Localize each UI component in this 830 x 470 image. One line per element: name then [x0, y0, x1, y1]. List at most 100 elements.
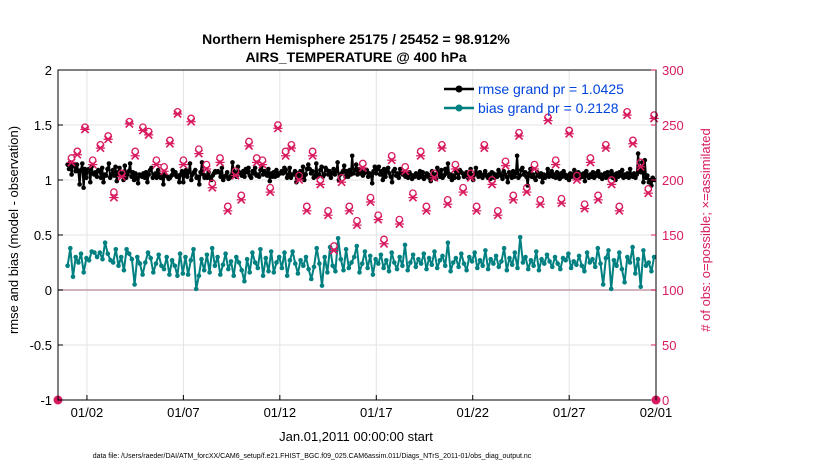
bias-point — [416, 256, 421, 262]
rmse-point — [117, 165, 122, 171]
obs-assimilated-marker — [479, 143, 489, 153]
x-axis: 01/02 01/07 01/12 01/17 01/22 01/27 02/01 — [71, 395, 672, 420]
bias-point — [467, 254, 472, 260]
bias-point — [472, 250, 478, 255]
rmse-point — [142, 175, 148, 181]
bias-point — [571, 259, 576, 264]
rmse-point — [444, 171, 449, 176]
bias-point — [534, 249, 539, 254]
rmse-point — [634, 172, 640, 177]
rmse-point — [319, 164, 324, 170]
bias-point — [354, 243, 360, 249]
obs-possible-marker — [395, 215, 404, 224]
obs-assimilated-marker — [66, 158, 77, 167]
bias-point — [306, 266, 311, 272]
rmse-point — [195, 174, 201, 179]
obs-possible-marker — [509, 191, 518, 200]
obs-possible-marker — [594, 191, 602, 200]
rmse-point — [322, 172, 327, 177]
bias-point — [129, 256, 135, 262]
bias-point — [218, 272, 223, 277]
obs-assimilated-marker — [416, 151, 426, 160]
obs-assimilated-marker — [535, 200, 545, 209]
bias-point — [456, 264, 461, 270]
y-axis-left: -1 -0.5 0 0.5 1 1.5 2 — [30, 63, 63, 408]
rmse-point — [368, 172, 374, 177]
rmse-point — [248, 175, 254, 181]
rmse-point — [584, 168, 589, 174]
bias-point — [483, 248, 488, 253]
bias-point — [381, 265, 386, 271]
obs-assimilated-marker — [564, 129, 574, 138]
bias-point — [279, 265, 285, 271]
tick-label-right: 300 — [662, 63, 684, 78]
rmse-point — [316, 172, 322, 177]
rmse-point — [373, 171, 379, 176]
obs-possible-marker — [308, 147, 317, 156]
bias-point — [507, 255, 512, 261]
rmse-point — [310, 168, 315, 174]
bias-point — [630, 244, 635, 250]
bias-point — [346, 265, 352, 271]
rmse-point — [258, 167, 263, 173]
rmse-point — [126, 168, 132, 174]
rmse-point — [514, 153, 520, 159]
rmse-point — [388, 174, 394, 179]
bias-point — [544, 252, 550, 258]
obs-assimilated-marker — [622, 110, 632, 120]
rmse-point — [134, 175, 140, 181]
obs-assimilated-marker — [429, 173, 439, 182]
bias-point — [496, 264, 502, 270]
bias-point — [255, 265, 261, 271]
rmse-point — [452, 175, 457, 181]
bias-point — [432, 249, 437, 254]
obs-assimilated-marker — [421, 206, 432, 215]
bias-point — [65, 263, 70, 269]
bias-point — [78, 251, 84, 256]
rmse-point — [335, 160, 340, 165]
rmse-point — [187, 161, 193, 166]
rmse-point — [133, 171, 138, 176]
bias-point — [199, 256, 204, 262]
bias-point — [558, 266, 563, 272]
rmse-point — [149, 165, 154, 171]
bias-point — [606, 248, 611, 253]
bias-point — [159, 263, 164, 269]
rmse-point — [110, 167, 116, 173]
obs-possible-marker — [231, 167, 240, 176]
obs-assimilated-marker — [223, 206, 233, 215]
rmse-point — [443, 166, 448, 172]
observations-layer — [53, 107, 661, 405]
rmse-point — [98, 175, 104, 181]
tick-label-bottom: 01/12 — [264, 405, 297, 420]
rmse-point — [494, 174, 500, 179]
rmse-point — [78, 167, 84, 173]
chart-title-line-2: AIRS_TEMPERATURE @ 400 hPa — [245, 49, 466, 65]
rmse-point — [69, 172, 74, 177]
obs-possible-marker — [302, 202, 311, 211]
rmse-point — [84, 175, 89, 181]
bias-point — [517, 234, 523, 240]
rmse-point — [99, 165, 105, 171]
bias-point — [343, 247, 349, 252]
obs-assimilated-marker — [329, 246, 339, 255]
bias-point — [116, 263, 121, 269]
bias-point — [485, 266, 491, 272]
bias-point — [153, 261, 159, 266]
bias-point — [118, 254, 124, 260]
obs-assimilated-marker — [628, 139, 638, 148]
bias-point — [373, 256, 378, 262]
bias-point — [509, 262, 515, 268]
rmse-point — [129, 174, 134, 179]
rmse-point — [352, 167, 358, 173]
bias-point — [394, 266, 400, 272]
obs-possible-marker — [451, 160, 460, 169]
data-file-note: data file: /Users/raeder/DAI/ATM_forcXX/… — [93, 453, 532, 460]
obs-possible-marker — [88, 156, 97, 165]
bias-point — [97, 250, 103, 255]
obs-assimilated-marker — [508, 195, 518, 204]
x-axis-label: Jan.01,2011 00:00:00 start — [279, 429, 433, 444]
bias-point — [378, 252, 384, 258]
rmse-point — [66, 166, 72, 172]
obs-assimilated-marker — [585, 158, 596, 167]
